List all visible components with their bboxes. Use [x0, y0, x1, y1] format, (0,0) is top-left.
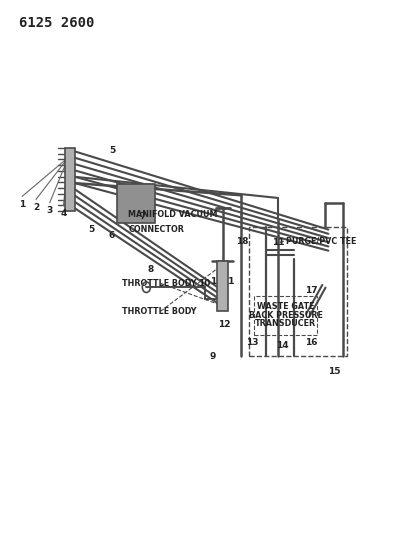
- Text: 15: 15: [327, 367, 340, 376]
- Text: 11: 11: [209, 277, 222, 286]
- Text: 1: 1: [19, 200, 25, 209]
- Text: 7: 7: [139, 212, 145, 221]
- Bar: [217, 261, 228, 311]
- Bar: [65, 148, 75, 211]
- Text: 11: 11: [222, 277, 234, 286]
- Bar: [254, 295, 316, 335]
- Text: MANIFOLD VACUUM: MANIFOLD VACUUM: [128, 211, 217, 219]
- Bar: [249, 227, 346, 356]
- Text: 14: 14: [276, 341, 288, 350]
- Text: 17: 17: [304, 286, 317, 295]
- Text: 6125 2600: 6125 2600: [19, 16, 94, 30]
- Bar: [117, 184, 155, 223]
- Text: 6: 6: [108, 231, 115, 240]
- Text: 2: 2: [33, 203, 39, 212]
- Text: WASTE GATE: WASTE GATE: [256, 302, 314, 311]
- Text: 8: 8: [147, 265, 153, 273]
- Text: BACK PRESSURE: BACK PRESSURE: [248, 311, 322, 320]
- Text: 3: 3: [47, 206, 53, 215]
- Text: PURGE/PVC TEE: PURGE/PVC TEE: [285, 237, 355, 246]
- Text: 5: 5: [88, 225, 94, 234]
- Text: CONNECTOR: CONNECTOR: [128, 225, 184, 234]
- Text: 11: 11: [271, 238, 283, 247]
- Text: 5: 5: [108, 146, 115, 155]
- Text: 10: 10: [198, 279, 210, 288]
- Text: TRANSDUCER: TRANSDUCER: [254, 319, 315, 328]
- Text: 18: 18: [236, 237, 248, 246]
- Text: 13: 13: [246, 338, 258, 348]
- Text: THROTTLE BODY: THROTTLE BODY: [122, 279, 196, 288]
- Text: 4: 4: [60, 209, 67, 218]
- Text: THROTTLE BODY: THROTTLE BODY: [122, 307, 196, 316]
- Text: 12: 12: [218, 320, 230, 329]
- Text: 16: 16: [304, 338, 317, 348]
- Text: 9: 9: [209, 352, 215, 361]
